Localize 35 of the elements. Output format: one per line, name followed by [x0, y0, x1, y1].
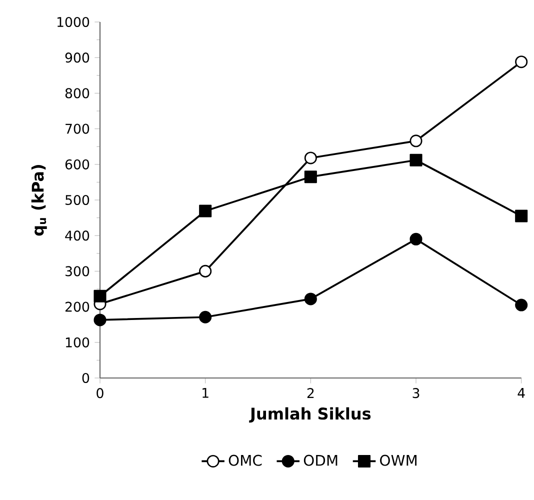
y-tick-label: 500 [66, 194, 90, 206]
point [410, 232, 422, 246]
x-tick-label: 1 [202, 388, 208, 398]
y-tick-label: 600 [65, 159, 90, 170]
point [304, 152, 317, 164]
point [199, 204, 212, 218]
x-axis-title: Jumlah Siklus [249, 407, 371, 423]
x-tick-label: 3 [412, 388, 420, 398]
y-tick-label: 100 [66, 337, 90, 348]
point [515, 56, 528, 68]
point [199, 310, 212, 324]
y-tick-label: 200 [65, 302, 90, 312]
point [304, 170, 317, 184]
y-axis-title: q$_{u}$ (kPa) [31, 165, 47, 236]
point [515, 210, 528, 222]
legend-label: OMC [228, 454, 262, 466]
y-tick-label: 400 [65, 230, 90, 241]
x-tick-label: 4 [518, 388, 525, 398]
y-tick-label: 700 [66, 124, 90, 134]
point [515, 298, 528, 312]
point [199, 264, 212, 278]
point [304, 292, 317, 306]
y-tick-label: 800 [65, 88, 90, 98]
y-tick-label: 0 [82, 372, 90, 384]
point [410, 134, 422, 148]
legend-label: ODM [304, 454, 338, 466]
point [94, 290, 106, 302]
y-tick-label: 900 [65, 52, 90, 63]
x-tick-label: 0 [96, 388, 104, 398]
y-tick-label: 1000 [57, 16, 90, 28]
point [94, 314, 106, 326]
x-tick-label: 2 [307, 388, 314, 398]
legend-label: OWM [380, 454, 416, 466]
point [410, 154, 422, 166]
y-tick-label: 300 [66, 266, 90, 276]
